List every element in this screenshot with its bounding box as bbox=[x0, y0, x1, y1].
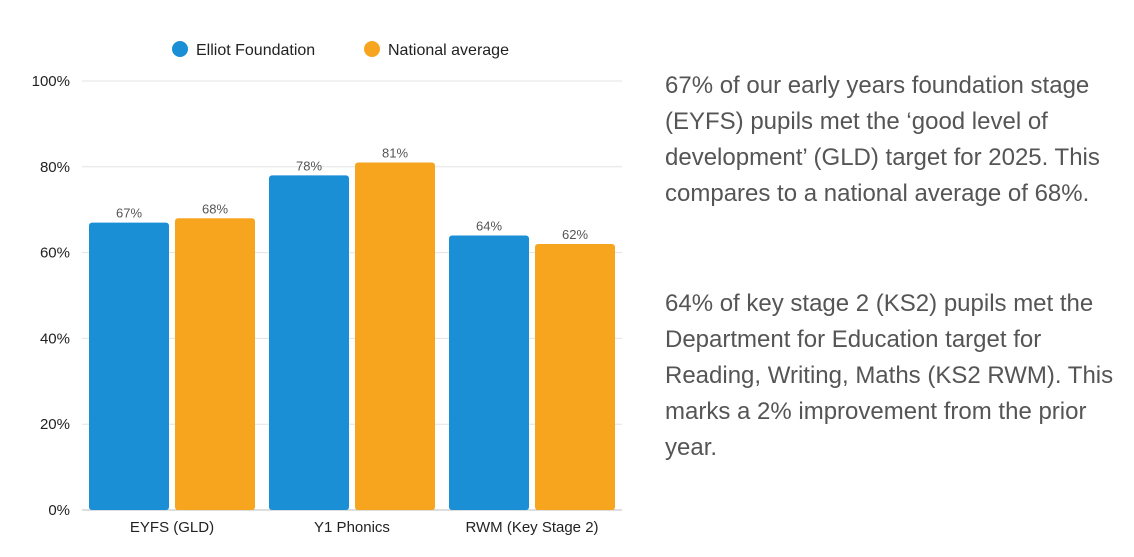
data-label: 62% bbox=[562, 227, 588, 242]
x-category-label: EYFS (GLD) bbox=[130, 519, 214, 536]
bar-national-1 bbox=[355, 162, 435, 510]
bar-elliot-2 bbox=[449, 235, 529, 510]
bar-national-0 bbox=[175, 218, 255, 510]
y-tick-label: 0% bbox=[48, 502, 70, 519]
data-label: 67% bbox=[116, 206, 142, 221]
legend-swatch bbox=[172, 41, 188, 57]
y-tick-label: 80% bbox=[40, 159, 70, 176]
data-labels: 67% 68% 78% 81% 64% 62% bbox=[116, 146, 588, 243]
y-tick-label: 40% bbox=[40, 330, 70, 347]
data-label: 64% bbox=[476, 218, 502, 233]
summary-paragraph-ks2: 64% of key stage 2 (KS2) pupils met the … bbox=[665, 290, 1114, 461]
legend-label: National average bbox=[388, 42, 509, 59]
y-tick-label: 20% bbox=[40, 416, 70, 433]
bar-chart: 0% 20% 40% 60% 80% 100% 67% 68% 78% 81% 64% 62% EY… bbox=[32, 41, 622, 536]
data-label: 78% bbox=[296, 158, 322, 173]
bar-elliot-1 bbox=[269, 175, 349, 510]
gridlines bbox=[82, 80, 622, 511]
legend-swatch bbox=[364, 41, 380, 57]
bar-elliot-0 bbox=[89, 222, 169, 510]
summary-paragraph-eyfs: 67% of our early years foundation stage … bbox=[665, 72, 1100, 207]
y-tick-label: 60% bbox=[40, 245, 70, 262]
x-category-label: Y1 Phonics bbox=[314, 519, 390, 536]
bar-national-2 bbox=[535, 244, 615, 510]
legend: Elliot Foundation National average bbox=[172, 41, 509, 59]
data-label: 68% bbox=[202, 201, 228, 216]
y-tick-label: 100% bbox=[32, 73, 70, 90]
x-category-label: RWM (Key Stage 2) bbox=[465, 519, 598, 536]
legend-label: Elliot Foundation bbox=[196, 42, 315, 59]
bars bbox=[89, 162, 615, 510]
y-axis-ticks: 0% 20% 40% 60% 80% 100% bbox=[32, 73, 70, 519]
x-axis-categories: EYFS (GLD) Y1 Phonics RWM (Key Stage 2) bbox=[130, 519, 599, 536]
data-label: 81% bbox=[382, 146, 408, 161]
